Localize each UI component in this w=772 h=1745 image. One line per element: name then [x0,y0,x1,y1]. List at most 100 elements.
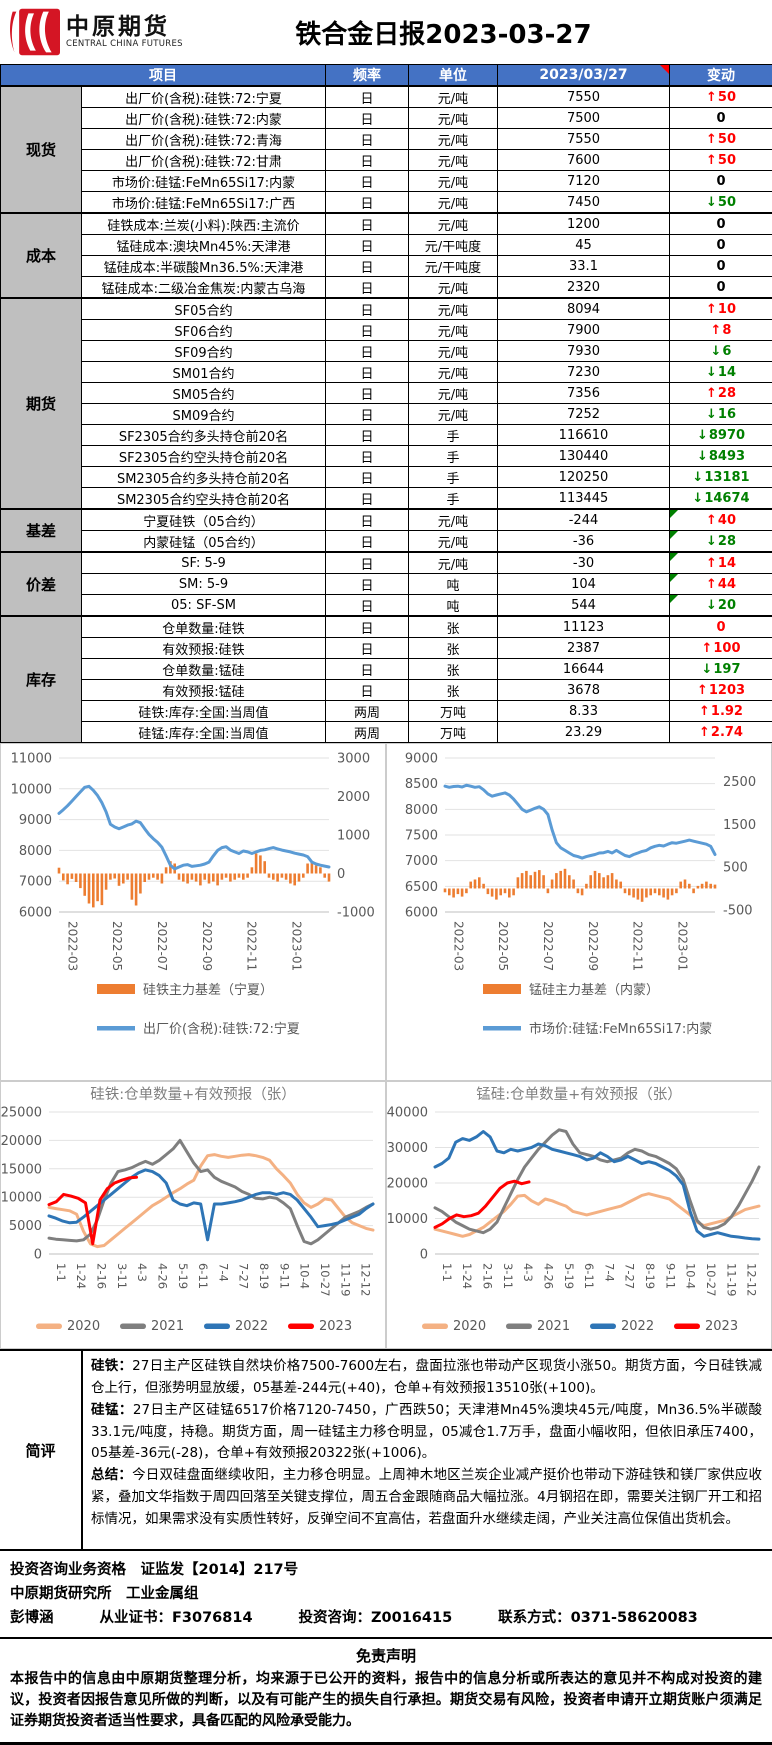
cell-item: SM09合约 [82,404,326,425]
cell-unit: 元/吨 [409,362,498,383]
bar [113,874,116,879]
cell-value: 2320 [498,277,670,299]
cell-change: ↑50 [670,150,772,171]
cell-freq: 日 [326,192,409,214]
bar [645,889,648,898]
cell-change: ↑1203 [670,680,772,701]
cell-change: 0 [670,256,772,277]
bar [581,889,584,896]
cell-value: 33.1 [498,256,670,277]
cell-unit: 万吨 [409,701,498,722]
legend-swatch-icon [506,1324,532,1330]
chart-text: 15000 [1,1162,42,1177]
header-cell-item: 项目 [1,65,326,87]
chart-text: 9000 [405,752,438,767]
bar [328,874,331,882]
cell-freq: 日 [326,659,409,680]
bar [109,874,112,880]
cell-freq: 日 [326,446,409,467]
chart-text: 500 [723,861,748,876]
chart-text: 0 [337,867,345,882]
cell-value: 11123 [498,616,670,638]
up-arrow-icon: ↑ [706,513,717,528]
bar [178,874,181,880]
footer-analyst-segment: 投资咨询：Z0016415 [299,1607,453,1631]
chart-text: 10-27 [704,1263,718,1296]
bar [525,871,528,889]
chart-text: 8500 [405,777,438,792]
cell-change: 0 [670,213,772,235]
cell-value: -36 [498,531,670,553]
up-arrow-icon: ↑ [706,577,717,592]
bar [238,874,241,878]
cell-item: 有效预报:硅铁 [82,638,326,659]
chart-text: 8000 [405,803,438,818]
cell-change: ↓197 [670,659,772,680]
cell-item: SF06合约 [82,320,326,341]
bar [572,880,575,889]
cell-value: 7550 [498,129,670,150]
cell-item: 锰硅成本:二级冶金焦炭:内蒙古乌海 [82,277,326,299]
chart-text: 5000 [9,1219,42,1234]
audit-flag-icon [670,574,678,582]
bar [615,880,618,889]
footer-info: 投资咨询业务资格 证监发【2014】217号 中原期货研究所 工业金属组 彭博涵… [0,1551,772,1639]
legend-swatch-icon [288,1324,314,1330]
cell-unit: 元/干吨度 [409,256,498,277]
bar [637,889,640,900]
bar [508,889,511,898]
chart-text: 6500 [405,880,438,895]
bar [323,874,326,878]
bar [276,874,279,882]
bar [165,867,168,873]
chart-text: 30000 [387,1141,428,1156]
bar [263,861,266,873]
chart-text: 40000 [387,1106,428,1121]
cell-value: 7230 [498,362,670,383]
bar [679,882,682,889]
bar [564,869,567,889]
chart-legend: 锰硅主力基差（内蒙）市场价:硅锰:FeMn65Si17:内蒙 [483,982,712,1037]
bar [568,875,571,888]
header-cell-freq: 频率 [326,65,409,87]
chart-text: 8000 [19,844,52,859]
cell-value: 7930 [498,341,670,362]
cell-item: SM2305合约多头持仓前20名 [82,467,326,488]
bar [461,889,464,897]
chart-text: 20000 [1,1134,42,1149]
chart-text: 5-19 [562,1263,576,1289]
chart-text: 4-26 [155,1263,169,1289]
chart-text: 7500 [405,829,438,844]
cell-change: ↑2.74 [670,722,772,743]
chart-text: 10000 [387,1212,428,1227]
simn-basis-price-chart: 900085008000750070006500600025001500500-… [387,744,771,1076]
chart-text: 2023 [319,1319,352,1334]
bar [161,874,164,884]
down-arrow-icon: ↓ [706,365,717,380]
table-row: 内蒙硅锰（05合约）日元/吨-36↓28 [1,531,772,553]
chart-text: 6000 [19,906,52,921]
bar [641,889,644,902]
cell-value: -30 [498,552,670,574]
bar [469,882,472,889]
cell-value: 7550 [498,86,670,108]
bar [521,873,524,888]
comment-flag-icon [660,65,669,74]
cell-unit: 手 [409,425,498,446]
bar [122,874,125,884]
cell-freq: 日 [326,425,409,446]
cell-item: SM2305合约空头持仓前20名 [82,488,326,510]
cell-value: -244 [498,509,670,531]
cell-freq: 日 [326,488,409,510]
cell-change: ↑100 [670,638,772,659]
fesi-basis-price-chart: 110001000090008000700060003000200010000-… [1,744,385,1076]
chart-text: 1-24 [74,1263,88,1289]
cell-freq: 日 [326,680,409,701]
cell-freq: 日 [326,256,409,277]
legend-swatch-icon [97,984,135,994]
bar [88,874,91,904]
